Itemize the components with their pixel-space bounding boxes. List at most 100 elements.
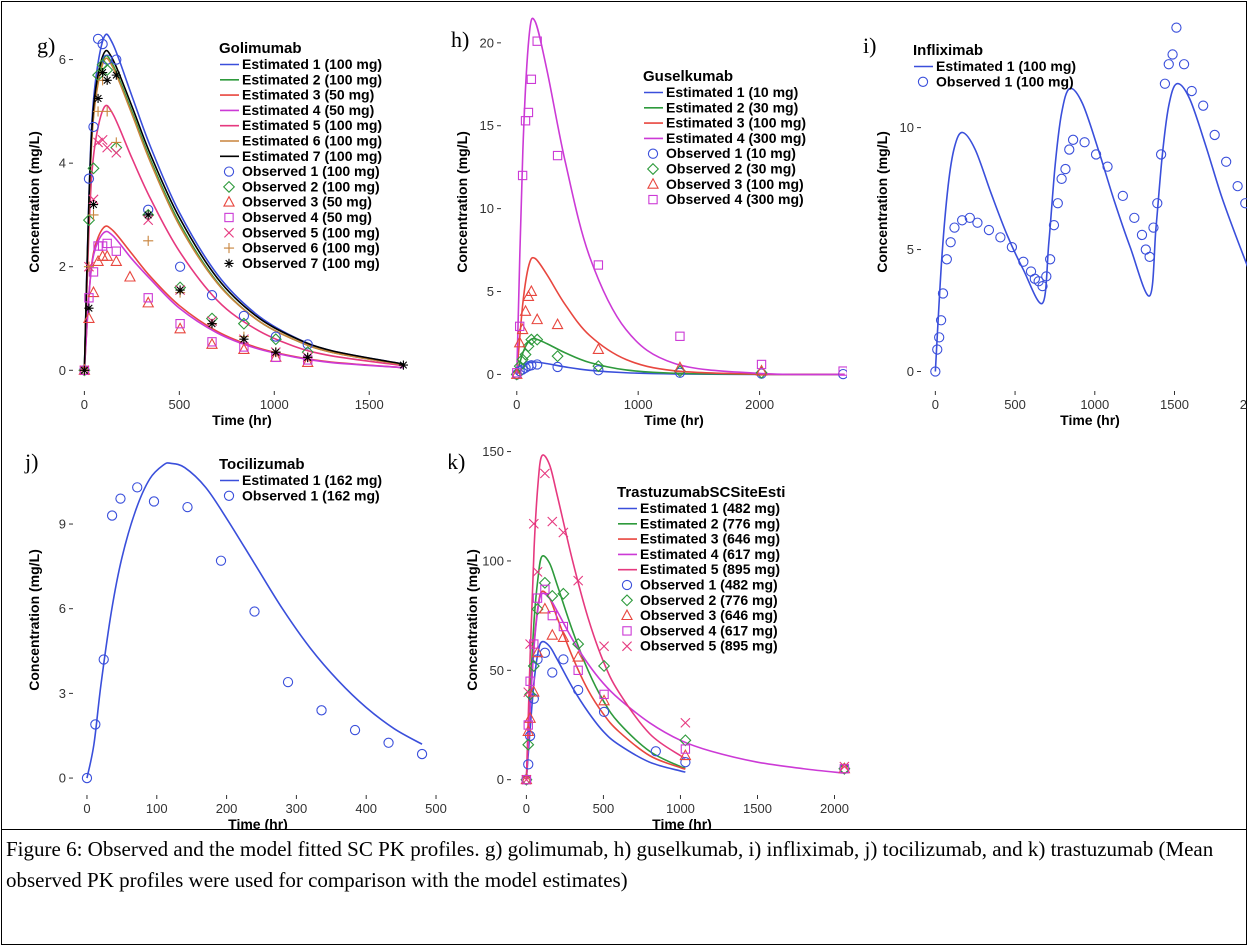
data-point <box>97 134 108 145</box>
legend-title: Golimumab <box>219 40 302 57</box>
legend-label: Estimated 1 (10 mg) <box>666 84 798 100</box>
data-point <box>207 319 217 329</box>
data-point <box>675 331 685 341</box>
chart-panel-guselkumab: 0 1000 2000 0 5 10 15 20 Time (hr) Concentration … <box>415 1 851 429</box>
data-point <box>525 333 538 346</box>
data-point <box>524 711 537 723</box>
data-point <box>650 746 661 757</box>
legend-key-marker <box>647 177 659 189</box>
x-tick-label: 1500 <box>1160 397 1189 412</box>
data-point <box>547 610 557 621</box>
legend-title: Tocilizumab <box>219 456 305 473</box>
data-point <box>573 665 583 676</box>
legend-key-marker <box>647 148 659 159</box>
data-point <box>539 468 550 479</box>
data-point <box>538 576 551 589</box>
data-point <box>995 232 1006 243</box>
legend-label: Estimated 3 (100 mg) <box>666 115 806 131</box>
data-point <box>520 773 533 786</box>
legend-label: Estimated 1 (162 mg) <box>242 472 382 488</box>
data-point <box>516 353 529 366</box>
data-point <box>839 761 850 772</box>
data-point <box>1079 137 1090 148</box>
legend-label: Estimated 3 (646 mg) <box>640 531 780 547</box>
chart-svg: 0 100 200 300 400 500 0 3 6 9 Time (hr) Concentrati… <box>24 449 447 829</box>
legend-key-marker <box>223 195 235 207</box>
y-tick-label: 15 <box>480 118 494 133</box>
data-point <box>838 366 847 376</box>
y-tick-label: 5 <box>487 284 494 299</box>
data-point <box>79 365 89 375</box>
data-point <box>523 687 534 698</box>
y-tick-label: 9 <box>59 517 66 532</box>
data-point <box>115 493 126 504</box>
data-point <box>1117 190 1128 202</box>
x-axis-title: Time (hr) <box>228 816 288 829</box>
data-point <box>282 676 294 688</box>
chart-svg: 0 500 1000 1500 0 2 4 6 Time (hr) Concentration (… <box>26 33 409 428</box>
data-point <box>512 368 522 378</box>
series-line <box>83 49 404 371</box>
y-tick-label: 4 <box>59 156 66 171</box>
data-point <box>1155 149 1167 160</box>
legend-label: Observed 5 (100 mg) <box>242 224 380 240</box>
data-point <box>182 501 193 513</box>
legend-key-marker <box>621 579 633 591</box>
data-point <box>271 347 281 357</box>
data-point <box>558 654 569 665</box>
data-point <box>680 717 691 728</box>
data-point <box>573 684 584 696</box>
legend-key-marker <box>223 243 235 254</box>
data-point <box>522 738 535 751</box>
data-point <box>269 333 282 346</box>
x-tick-label: 100 <box>146 801 168 816</box>
data-point <box>143 215 154 226</box>
y-axis-title: Concentration (mg/L) <box>26 549 42 691</box>
y-axis-title: Concentration (mg/L) <box>26 131 42 273</box>
data-point <box>83 173 95 184</box>
data-point <box>87 162 100 175</box>
data-point <box>521 774 532 785</box>
data-point <box>525 639 536 650</box>
plot-area <box>81 462 428 784</box>
plot-area <box>510 17 847 381</box>
x-tick-label: 500 <box>168 397 190 412</box>
data-point <box>88 121 99 133</box>
legend-label: Estimated 7 (100 mg) <box>242 148 382 164</box>
panel-letter: i) <box>863 33 876 58</box>
data-point <box>516 322 529 335</box>
y-tick-label: 10 <box>480 201 494 216</box>
legend-label: Observed 4 (300 mg) <box>666 191 804 207</box>
data-point <box>110 254 123 267</box>
legend-label: Estimated 4 (50 mg) <box>242 102 374 118</box>
data-point <box>1159 78 1171 89</box>
figure-caption: Figure 6: Observed and the model fitted … <box>6 837 1214 892</box>
x-tick-label: 0 <box>83 801 90 816</box>
chart-svg: 0 500 1000 1500 2000 0 5 10 Time (hr) Concentrati… <box>863 22 1247 428</box>
data-point <box>531 333 544 346</box>
data-point <box>101 63 114 77</box>
data-point <box>523 107 534 118</box>
data-point <box>941 254 952 265</box>
data-point <box>82 311 95 323</box>
data-point <box>839 764 850 774</box>
data-point <box>593 365 604 376</box>
data-point <box>679 734 692 747</box>
data-point <box>520 362 531 373</box>
data-point <box>527 659 540 673</box>
data-point <box>1129 212 1140 224</box>
data-point <box>983 224 995 236</box>
data-point <box>81 772 93 784</box>
plot-area <box>930 22 1247 377</box>
data-point <box>238 310 250 322</box>
data-point <box>538 602 551 614</box>
x-tick-label: 2000 <box>1240 397 1247 412</box>
data-point <box>1167 49 1178 60</box>
legend-key-marker <box>224 258 234 268</box>
data-point <box>515 321 525 332</box>
legend-label: Observed 2 (30 mg) <box>666 161 796 177</box>
plot-area <box>520 454 851 786</box>
data-point <box>680 744 691 754</box>
